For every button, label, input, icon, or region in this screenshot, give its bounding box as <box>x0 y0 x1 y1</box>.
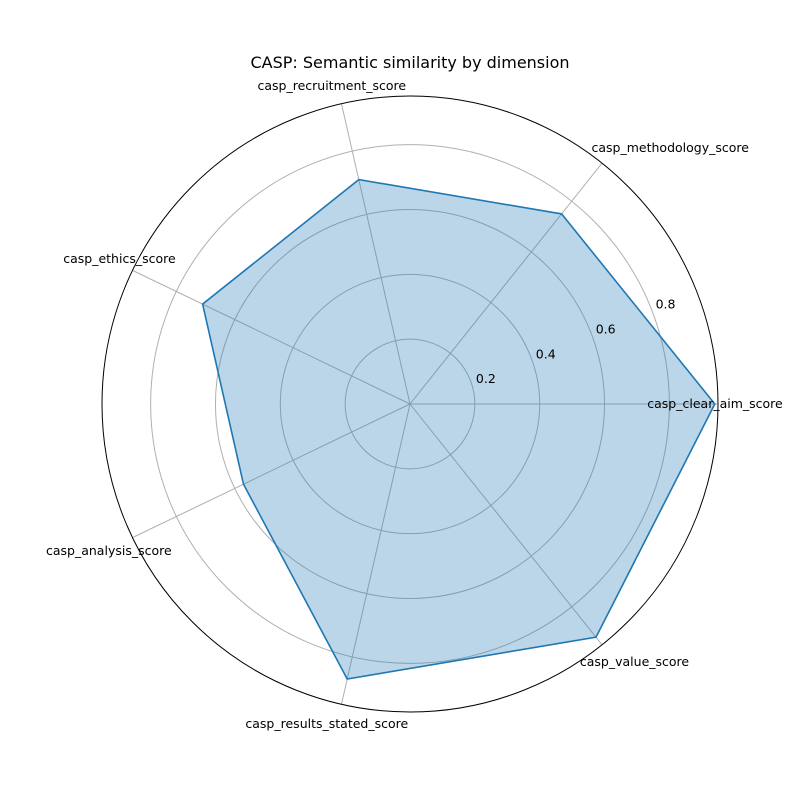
category-label: casp_recruitment_score <box>257 78 406 93</box>
grid-spoke <box>409 162 603 405</box>
grid-spoke <box>409 403 603 646</box>
grid-spoke <box>340 403 411 705</box>
series-layer <box>201 178 716 680</box>
category-label: casp_analysis_score <box>46 543 172 558</box>
series-line <box>201 178 716 680</box>
outer-ring <box>101 95 719 713</box>
grid-spoke <box>132 403 411 539</box>
category-label: casp_methodology_score <box>592 140 750 155</box>
polar-grid <box>101 95 719 713</box>
series-area <box>202 179 715 679</box>
radial-tick-label: 0.2 <box>476 371 496 386</box>
grid-spoke <box>132 269 411 405</box>
category-label: casp_ethics_score <box>63 251 176 266</box>
category-label: casp_clear_aim_score <box>647 396 783 411</box>
radial-tick-labels: 0.2 0.4 0.6 0.8 <box>476 297 676 387</box>
grid-spoke <box>340 103 411 405</box>
category-labels: casp_clear_aim_score casp_methodology_sco… <box>46 78 783 731</box>
category-label: casp_value_score <box>580 654 690 669</box>
radial-tick-label: 0.6 <box>596 322 616 337</box>
radial-tick-label: 0.4 <box>536 346 556 361</box>
category-label: casp_results_stated_score <box>245 716 408 731</box>
chart-title: CASP: Semantic similarity by dimension <box>250 53 569 72</box>
radial-tick-label: 0.8 <box>656 297 676 312</box>
